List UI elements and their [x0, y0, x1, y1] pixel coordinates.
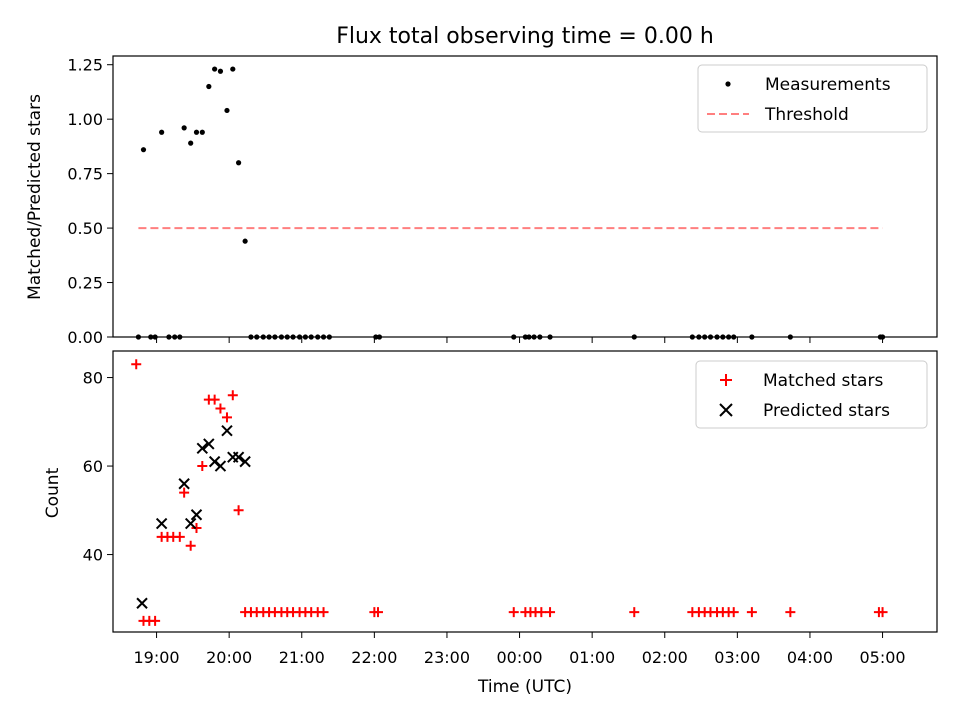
measurement-point — [159, 129, 165, 135]
matched-star-point — [150, 615, 161, 626]
x-tick-label: 05:00 — [859, 648, 905, 667]
top-y-axis-label: Matched/Predicted stars — [25, 94, 45, 300]
counts-layer — [131, 359, 888, 626]
legend-measurements-label: Measurements — [765, 75, 891, 95]
bottom-y-tick-label: 80 — [83, 369, 103, 388]
matched-star-point — [191, 523, 202, 534]
x-tick-label: 21:00 — [279, 648, 325, 667]
x-tick-label: 00:00 — [497, 648, 543, 667]
bottom-legend-box — [695, 360, 928, 429]
x-tick-label: 04:00 — [787, 648, 833, 667]
legend-predicted-label: Predicted stars — [763, 401, 890, 421]
matched-star-point — [536, 607, 547, 618]
legend-predicted-marker — [719, 403, 733, 417]
measurement-point — [242, 238, 248, 244]
bottom-y-tick-label: 40 — [83, 546, 103, 565]
top-y-tick-label: 0.25 — [67, 274, 103, 293]
matched-star-point — [197, 461, 208, 472]
matched-star-point — [174, 531, 185, 542]
matched-star-point — [185, 540, 196, 551]
predicted-star-point — [196, 442, 209, 455]
matched-star-point — [318, 607, 329, 618]
top-y-tick-label: 1.00 — [67, 110, 103, 129]
top-plot-frame — [112, 55, 938, 338]
top-x-ticks — [156, 337, 884, 343]
predicted-star-point — [190, 509, 203, 521]
x-tick-label: 23:00 — [424, 648, 470, 667]
x-tick-label: 02:00 — [642, 648, 688, 667]
bottom-panel: Count Time (UTC) 40 60 80 19:00 20:00 21:00 2… — [43, 350, 938, 697]
predicted-star-point — [203, 438, 215, 450]
bottom-y-axis-label: Count — [43, 467, 63, 518]
top-panel: Flux total observing time = 0.00 h Match… — [25, 24, 938, 347]
predicted-star-point — [239, 455, 251, 468]
top-legend-box — [697, 64, 928, 133]
bottom-x-ticks: 19:00 20:00 21:00 22:00 23:00 00:00 01:00 02:00… — [134, 632, 906, 667]
legend-measurements-marker — [725, 81, 731, 87]
predicted-star-point — [178, 478, 190, 490]
chart-title: Flux total observing time = 0.00 h — [336, 24, 714, 49]
matched-star-point — [728, 607, 739, 618]
top-y-tick-label: 0.00 — [67, 328, 103, 347]
matched-star-point — [209, 394, 220, 405]
x-axis-label: Time (UTC) — [477, 677, 572, 697]
predicted-star-point — [184, 517, 197, 530]
bottom-plot-frame — [112, 350, 938, 633]
top-y-tick-label: 1.25 — [67, 56, 103, 75]
top-y-tick-label: 0.75 — [67, 165, 103, 184]
matched-star-point — [233, 505, 244, 516]
legend-matched-label: Matched stars — [763, 371, 883, 391]
matched-star-point — [629, 607, 640, 618]
measurement-point — [230, 66, 236, 72]
measurement-point — [224, 107, 230, 114]
predicted-star-point — [136, 597, 148, 609]
measurement-point — [235, 160, 242, 166]
matched-star-point — [877, 607, 888, 618]
measurement-point — [199, 129, 205, 135]
measurement-point — [217, 68, 224, 74]
matched-star-point — [215, 403, 226, 414]
top-legend: Measurements Threshold — [697, 64, 928, 133]
bottom-y-ticks: 40 60 80 — [83, 369, 113, 565]
matched-star-point — [372, 607, 383, 618]
measurement-point — [181, 125, 187, 131]
x-tick-label: 01:00 — [569, 648, 615, 667]
bottom-legend: Matched stars Predicted stars — [695, 360, 928, 429]
predicted-star-point — [221, 424, 233, 437]
measurement-point — [140, 147, 147, 153]
measurement-point — [206, 83, 212, 90]
x-tick-label: 20:00 — [206, 648, 252, 667]
predicted-star-point — [232, 451, 245, 463]
measurement-point — [212, 66, 218, 72]
matched-star-point — [508, 607, 519, 618]
legend-threshold-label: Threshold — [764, 105, 849, 125]
bottom-y-tick-label: 60 — [83, 457, 103, 476]
matched-star-point — [131, 359, 142, 370]
measurement-point — [188, 140, 194, 146]
matched-star-point — [221, 412, 232, 423]
predicted-star-point — [214, 460, 227, 472]
legend-matched-marker — [720, 374, 732, 386]
measurement-point — [193, 129, 200, 135]
x-tick-label: 22:00 — [351, 648, 397, 667]
matched-star-point — [227, 390, 238, 401]
x-tick-label: 03:00 — [714, 648, 760, 667]
top-y-ticks: 0.00 0.25 0.50 0.75 1.00 1.25 — [67, 56, 113, 347]
predicted-star-point — [155, 517, 168, 530]
matched-star-point — [179, 487, 190, 498]
matched-star-point — [545, 607, 556, 618]
matched-star-point — [785, 607, 796, 618]
x-tick-label: 19:00 — [134, 648, 180, 667]
top-y-tick-label: 0.50 — [67, 219, 103, 238]
matched-star-point — [746, 607, 757, 618]
